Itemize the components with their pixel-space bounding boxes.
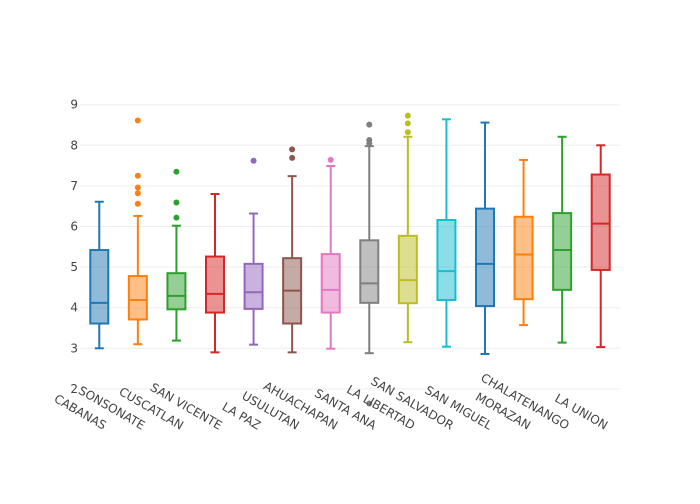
- outlier-point: [173, 199, 180, 206]
- y-tick-label: 4: [70, 301, 78, 315]
- outlier-point: [250, 157, 257, 164]
- box-la-libertad: [397, 112, 418, 344]
- outlier-point: [404, 129, 411, 136]
- iqr-box: [243, 262, 264, 310]
- box-cabanas: [89, 200, 110, 350]
- iqr-box: [436, 219, 457, 301]
- iqr-box: [320, 253, 341, 314]
- outlier-point: [173, 214, 180, 221]
- y-tick-label: 6: [70, 220, 78, 234]
- y-tick-label: 7: [70, 179, 78, 193]
- outlier-point: [289, 146, 296, 153]
- outlier-point: [366, 400, 373, 407]
- iqr-box: [166, 272, 187, 311]
- box-la-union: [590, 144, 611, 349]
- outlier-point: [366, 140, 373, 147]
- outlier-point: [289, 154, 296, 161]
- outlier-point: [366, 121, 373, 128]
- gridlines: [80, 104, 620, 390]
- box-san-miguel: [475, 121, 495, 355]
- box-morazan: [513, 158, 534, 327]
- box-san-vicente: [205, 193, 225, 354]
- iqr-box: [127, 275, 148, 321]
- box-la-paz: [243, 157, 264, 346]
- outlier-point: [404, 112, 411, 119]
- y-axis-ticks: 2 3 4 5 6 7 8 9: [70, 98, 78, 396]
- outlier-point: [134, 200, 141, 207]
- y-tick-label: 5: [70, 260, 78, 274]
- y-tick-label: 3: [70, 341, 78, 355]
- y-tick-label: 9: [70, 98, 78, 112]
- y-tick-label: 8: [70, 138, 78, 152]
- iqr-box: [552, 212, 573, 291]
- y-tick-label: 2: [70, 382, 78, 396]
- iqr-box: [475, 207, 495, 308]
- box-san-salvador: [436, 118, 457, 348]
- iqr-box: [397, 234, 418, 305]
- iqr-box: [89, 249, 110, 325]
- iqr-box: [590, 173, 611, 271]
- box-chalatenango: [552, 135, 573, 344]
- outlier-point: [134, 190, 141, 197]
- iqr-box: [359, 239, 380, 304]
- outlier-point: [134, 184, 141, 191]
- box-usulutan: [282, 146, 303, 354]
- outlier-point: [134, 172, 141, 179]
- box-santa-ana: [359, 121, 380, 407]
- box-sonsonate: [127, 117, 148, 346]
- outlier-point: [134, 117, 141, 124]
- iqr-box: [205, 255, 225, 314]
- outlier-point: [404, 120, 411, 127]
- outlier-point: [173, 168, 180, 175]
- box-cuscatlan: [166, 168, 187, 342]
- boxes: [89, 112, 611, 407]
- outlier-point: [327, 156, 334, 163]
- box-ahuachapan: [320, 156, 341, 350]
- iqr-box: [513, 215, 534, 301]
